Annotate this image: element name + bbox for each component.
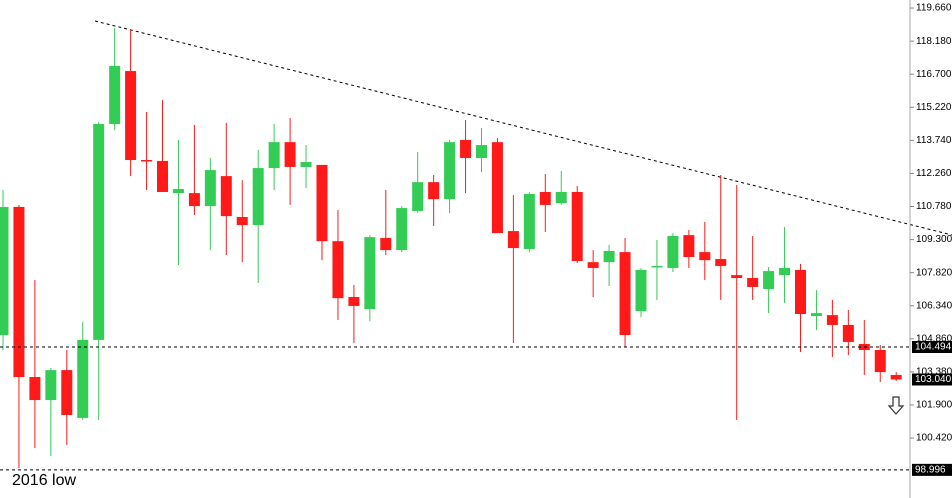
y-tick-label: 106.340 bbox=[916, 300, 952, 311]
annotation: 2016 low bbox=[12, 472, 76, 489]
candle-body bbox=[0, 206, 9, 336]
candle-body bbox=[252, 168, 264, 226]
down-arrow-icon bbox=[887, 396, 905, 415]
level-label-box bbox=[912, 340, 952, 353]
candle-body bbox=[300, 162, 312, 167]
candle-body bbox=[61, 370, 73, 416]
candle-body bbox=[188, 193, 200, 207]
candle-body bbox=[141, 160, 153, 162]
candle-body bbox=[13, 206, 25, 378]
candle-body bbox=[699, 252, 711, 261]
y-tick-label: 100.420 bbox=[916, 433, 952, 444]
candle-body bbox=[842, 324, 854, 342]
candle-body bbox=[810, 313, 822, 317]
candle-body bbox=[731, 275, 743, 279]
level-label-box bbox=[912, 463, 952, 476]
candle-body bbox=[444, 142, 456, 200]
y-tick-label: 107.820 bbox=[916, 267, 952, 278]
candle-body bbox=[619, 252, 631, 336]
candle-body bbox=[412, 182, 424, 211]
y-tick-label: 116.700 bbox=[916, 69, 952, 80]
candle-body bbox=[603, 250, 615, 263]
candle-body bbox=[236, 217, 248, 226]
candle-body bbox=[747, 278, 759, 287]
y-tick-label: 115.220 bbox=[916, 102, 952, 113]
candle-body bbox=[683, 235, 695, 258]
y-tick-label: 103.380 bbox=[916, 367, 952, 378]
candle-body bbox=[460, 139, 472, 159]
candle-body bbox=[29, 377, 41, 401]
y-tick-label: 118.180 bbox=[916, 36, 952, 47]
candle-body bbox=[555, 191, 567, 204]
candle-body bbox=[364, 237, 376, 310]
candle-body bbox=[284, 142, 296, 167]
candle-body bbox=[348, 297, 360, 306]
level-label: 98.996 bbox=[915, 465, 946, 476]
candle-body bbox=[587, 262, 599, 268]
y-tick-label: 109.300 bbox=[916, 234, 952, 245]
candle-body bbox=[826, 315, 838, 325]
candle-body bbox=[651, 265, 663, 268]
candle-body bbox=[316, 164, 328, 242]
candle-body bbox=[172, 189, 184, 194]
candle-body bbox=[332, 241, 344, 299]
candle-body bbox=[125, 71, 137, 161]
y-tick-label: 113.740 bbox=[916, 135, 952, 146]
candle-body bbox=[571, 191, 583, 262]
candle-body bbox=[93, 124, 105, 340]
candle-body bbox=[109, 65, 121, 125]
candle-body bbox=[476, 145, 487, 159]
candle-body bbox=[523, 193, 535, 249]
candle-body bbox=[45, 370, 57, 401]
level-label: 103.040 bbox=[915, 374, 952, 385]
candle-body bbox=[491, 142, 503, 234]
candle-body bbox=[635, 269, 647, 312]
candle-body bbox=[874, 349, 886, 373]
candle-body bbox=[763, 271, 775, 289]
candle-body bbox=[428, 182, 440, 200]
candle-body bbox=[77, 339, 89, 418]
candle-body bbox=[667, 236, 679, 268]
candle-body bbox=[220, 176, 232, 217]
candle-body bbox=[715, 259, 727, 266]
candle-body bbox=[507, 231, 519, 249]
candle-body bbox=[779, 267, 791, 276]
level-label: 104.494 bbox=[915, 342, 952, 353]
candle-body bbox=[539, 191, 551, 205]
candle-body bbox=[795, 269, 806, 315]
y-tick-label: 119.660 bbox=[916, 3, 952, 14]
candle-body bbox=[380, 238, 392, 251]
y-tick-label: 101.900 bbox=[916, 400, 952, 411]
y-tick-label: 104.860 bbox=[916, 333, 952, 344]
y-tick-label: 112.260 bbox=[916, 168, 952, 179]
y-tick-label: 110.780 bbox=[916, 201, 952, 212]
candle-body bbox=[157, 160, 168, 192]
candle-body bbox=[204, 170, 216, 207]
level-label-box bbox=[912, 373, 952, 386]
candle-body bbox=[890, 375, 902, 380]
candle-body bbox=[396, 208, 408, 251]
candle-body bbox=[268, 142, 280, 169]
